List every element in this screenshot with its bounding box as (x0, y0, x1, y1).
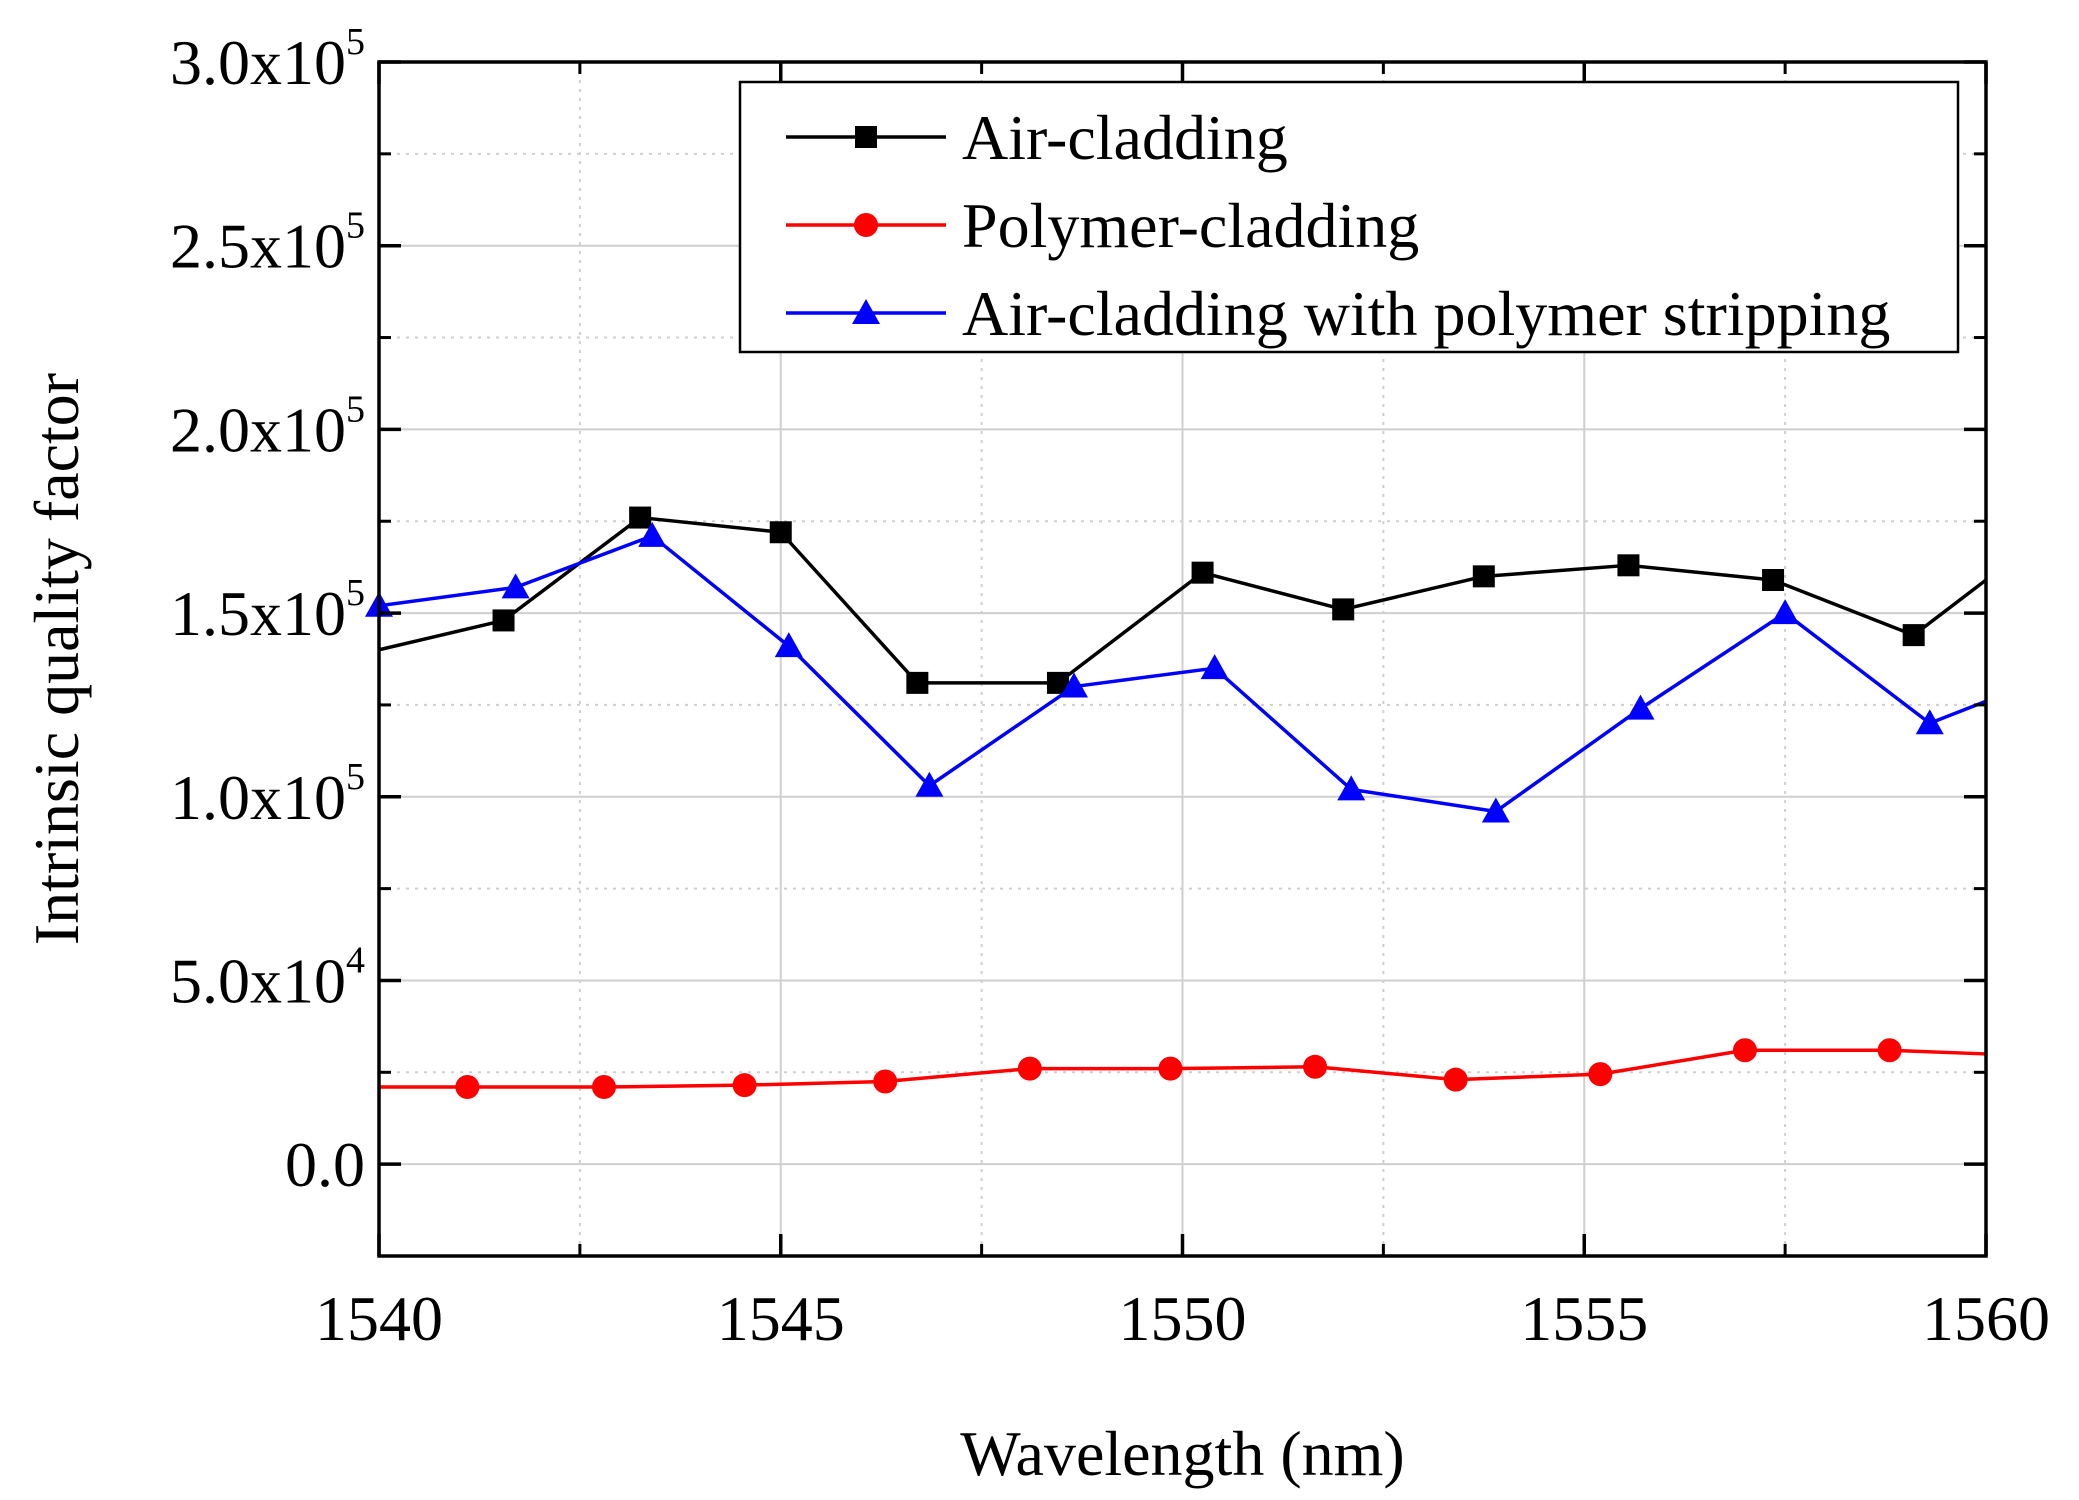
data-point (732, 1073, 757, 1098)
data-point (1017, 1056, 1042, 1081)
axis-ticks (377, 60, 1988, 1256)
x-tick-label: 1560 (1922, 1283, 2050, 1354)
data-point (1762, 569, 1785, 592)
y-tick-label: 1.0x105 (170, 756, 365, 833)
data-point (906, 671, 929, 694)
data-point (1472, 565, 1495, 588)
y-tick-label: 5.0x104 (170, 939, 365, 1016)
x-tick-label: 1555 (1520, 1283, 1648, 1354)
data-point (1443, 1067, 1468, 1092)
data-point (915, 771, 944, 797)
series-polymer-cladding (379, 1038, 1987, 1100)
y-axis-title: Intrinsic quality factor (21, 373, 92, 945)
data-point (1158, 1056, 1183, 1081)
legend: Air-cladding Polymer-cladding Air-cladding… (738, 80, 1960, 354)
data-point (1303, 1054, 1328, 1079)
data-point (873, 1069, 898, 1094)
x-axis-title: Wavelength (nm) (960, 1418, 1404, 1489)
legend-box (738, 80, 1960, 354)
legend-label: Air-cladding (962, 102, 1288, 173)
data-point (1902, 624, 1925, 647)
data-point (769, 521, 792, 544)
data-point (638, 521, 667, 547)
data-point (1046, 671, 1069, 694)
legend-label: Air-cladding with polymer stripping (962, 278, 1890, 349)
data-point (1337, 775, 1366, 801)
data-point (1200, 654, 1229, 680)
data-point (1877, 1038, 1902, 1063)
y-tick-label: 1.5x105 (170, 572, 365, 649)
data-point (1915, 709, 1944, 735)
data-point (1732, 1038, 1757, 1063)
data-point (1588, 1062, 1613, 1087)
data-point (1617, 554, 1640, 577)
legend-marker (855, 126, 877, 148)
data-point (1481, 797, 1510, 823)
series-air-cladding (378, 506, 1988, 694)
data-point (455, 1075, 480, 1100)
data-point (1771, 599, 1800, 625)
data-point (492, 609, 515, 632)
y-tick-label: 2.5x105 (170, 205, 365, 282)
y-tick-label: 2.0x105 (170, 388, 365, 465)
legend-marker (852, 299, 880, 324)
series-layer (365, 506, 1988, 1100)
legend-marker (854, 213, 878, 237)
legend-item-air-cladding: Air-cladding (786, 102, 1288, 173)
data-point (501, 573, 530, 599)
axis-labels: 1540 1545 1550 1555 1560 0.0 5.0x104 1.0x105 1.5… (170, 21, 2050, 1354)
data-point (774, 632, 803, 658)
legend-item-air-cladding-with-polymer-stripping: Air-cladding with polymer stripping (786, 278, 1890, 349)
data-point (629, 506, 652, 529)
y-tick-label: 3.0x105 (170, 21, 365, 98)
x-tick-label: 1545 (717, 1283, 845, 1354)
data-point (1332, 598, 1355, 621)
x-tick-label: 1540 (315, 1283, 443, 1354)
data-point (1626, 694, 1655, 720)
data-point (1060, 672, 1089, 698)
legend-item-polymer-cladding: Polymer-cladding (786, 190, 1419, 261)
x-tick-label: 1550 (1119, 1283, 1247, 1354)
data-point (1191, 561, 1214, 584)
legend-label: Polymer-cladding (962, 190, 1419, 261)
data-point (591, 1075, 616, 1100)
y-tick-label: 0.0 (285, 1129, 365, 1200)
series-air-cladding-with-polymer-stripping (365, 521, 1987, 823)
